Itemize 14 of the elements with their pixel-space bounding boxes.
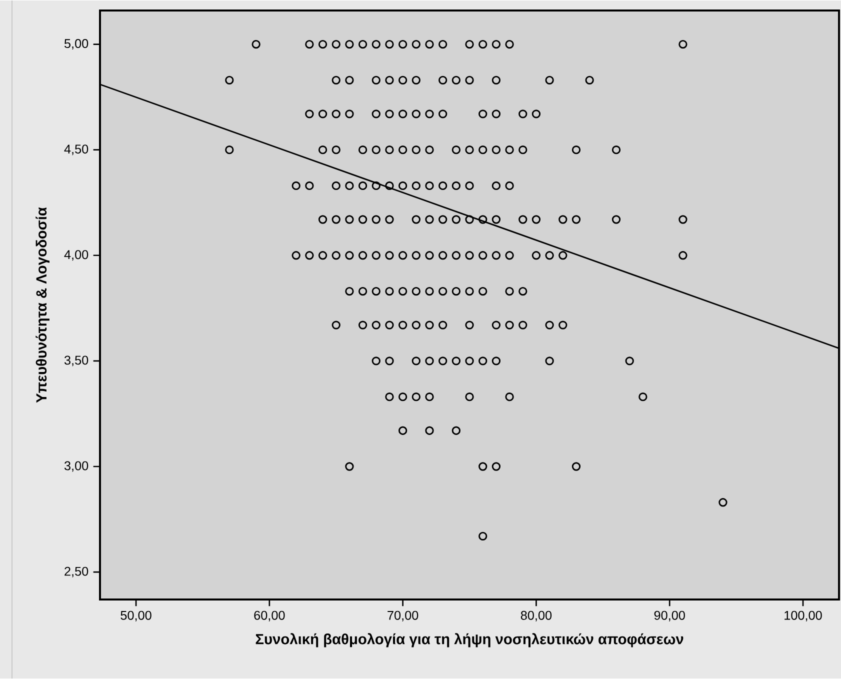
- x-tick-label: 80,00: [520, 610, 552, 622]
- x-axis-title: Συνολική βαθμολογία για τη λήψη νοσηλευτικών αποφάσεων: [256, 633, 684, 648]
- y-tick-label: 5,00: [64, 39, 88, 50]
- x-tick-label: 90,00: [654, 610, 685, 622]
- y-tick-label: 4,50: [64, 144, 88, 156]
- x-tick-label: 100,00: [784, 610, 822, 622]
- y-tick-label: 4,00: [64, 250, 88, 261]
- y-tick-label: 3,00: [64, 461, 88, 472]
- x-tick-label: 70,00: [388, 610, 418, 622]
- y-tick-label: 3,50: [64, 356, 88, 366]
- x-tick-label: 60,00: [254, 610, 285, 622]
- y-tick-label: 2,50: [64, 566, 88, 578]
- y-axis-title: Υπευθυνότητα & Λογοδοσία: [36, 207, 50, 403]
- x-tick-label: 50,00: [120, 610, 152, 622]
